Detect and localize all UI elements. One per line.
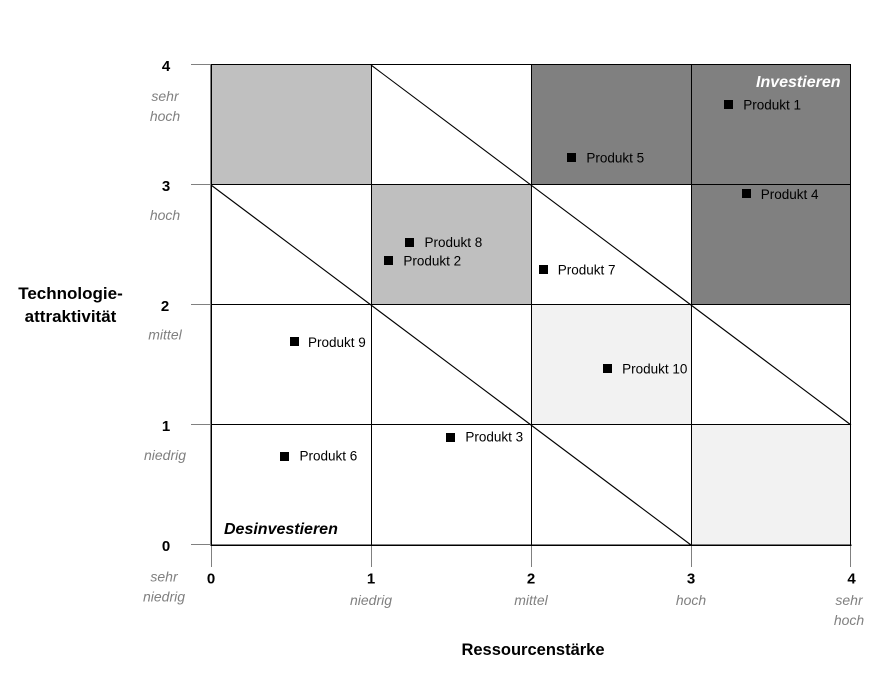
svg-text:2: 2 bbox=[161, 298, 169, 315]
svg-text:sehr: sehr bbox=[151, 88, 180, 104]
svg-text:3: 3 bbox=[162, 178, 170, 195]
svg-text:hoch: hoch bbox=[834, 612, 865, 628]
svg-text:Produkt 2: Produkt 2 bbox=[403, 253, 461, 268]
svg-text:mittel: mittel bbox=[514, 592, 548, 608]
svg-text:Produkt 3: Produkt 3 bbox=[465, 430, 523, 445]
svg-text:mittel: mittel bbox=[148, 327, 182, 343]
svg-text:2: 2 bbox=[527, 571, 535, 588]
svg-text:Produkt 7: Produkt 7 bbox=[558, 262, 616, 277]
svg-text:1: 1 bbox=[162, 418, 170, 435]
svg-text:4: 4 bbox=[847, 571, 856, 588]
svg-text:1: 1 bbox=[367, 571, 375, 588]
svg-text:0: 0 bbox=[162, 538, 170, 555]
svg-text:niedrig: niedrig bbox=[143, 589, 185, 605]
svg-text:Produkt 4: Produkt 4 bbox=[761, 187, 819, 202]
svg-text:Produkt 10: Produkt 10 bbox=[622, 361, 687, 376]
svg-text:4: 4 bbox=[162, 58, 171, 75]
svg-text:niedrig: niedrig bbox=[350, 592, 392, 608]
svg-text:Produkt 9: Produkt 9 bbox=[308, 335, 366, 350]
svg-text:3: 3 bbox=[687, 571, 695, 588]
svg-text:attraktivität: attraktivität bbox=[25, 307, 117, 326]
svg-text:Produkt 8: Produkt 8 bbox=[425, 235, 483, 250]
svg-text:hoch: hoch bbox=[150, 108, 181, 124]
svg-text:Technologie-: Technologie- bbox=[18, 284, 123, 303]
svg-text:Ressourcenstärke: Ressourcenstärke bbox=[461, 641, 604, 659]
svg-text:Investieren: Investieren bbox=[756, 74, 841, 91]
svg-text:Produkt 6: Produkt 6 bbox=[300, 449, 358, 464]
svg-text:sehr: sehr bbox=[835, 592, 864, 608]
svg-text:Produkt 1: Produkt 1 bbox=[743, 97, 801, 112]
svg-text:hoch: hoch bbox=[150, 207, 181, 223]
svg-text:Desinvestieren: Desinvestieren bbox=[224, 521, 338, 538]
svg-text:niedrig: niedrig bbox=[144, 447, 186, 463]
svg-text:hoch: hoch bbox=[676, 592, 707, 608]
svg-text:Produkt 5: Produkt 5 bbox=[586, 150, 644, 165]
svg-text:0: 0 bbox=[207, 571, 215, 588]
svg-text:sehr: sehr bbox=[150, 569, 179, 585]
